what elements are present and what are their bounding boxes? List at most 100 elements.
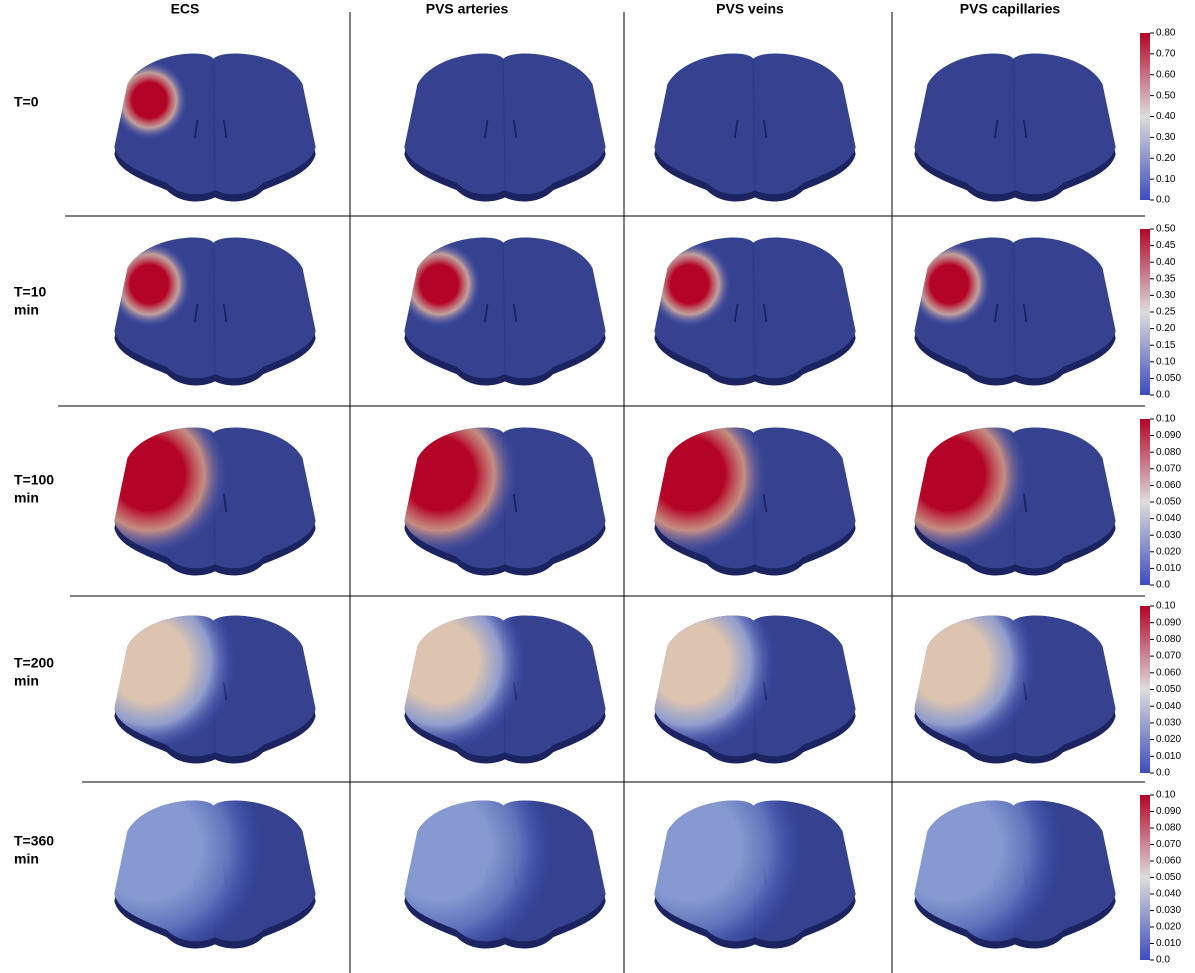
brain-panel <box>654 237 856 386</box>
colorbar-tick-label: 0.070 <box>1156 651 1181 662</box>
colorbar-tick-label: 0.50 <box>1156 90 1176 101</box>
brain-panel <box>114 800 316 949</box>
midline <box>212 242 216 375</box>
colorbar-tick-label: 0.10 <box>1156 414 1176 425</box>
colorbar-tick-label: 0.080 <box>1156 634 1181 645</box>
brain-panel <box>654 427 856 576</box>
ventricle <box>734 119 739 139</box>
colorbar <box>1140 795 1150 960</box>
ventricle <box>1022 119 1028 139</box>
brain-panel <box>914 237 1116 386</box>
brain-panel <box>114 427 316 576</box>
colorbar-tick-label: 0.20 <box>1156 323 1176 334</box>
midline <box>752 58 756 191</box>
colorbar-tick-label: 0.60 <box>1156 69 1176 80</box>
concentration-spot <box>404 800 554 942</box>
concentration-spot <box>404 615 527 753</box>
ventricle <box>734 303 739 323</box>
brain-panel <box>654 53 856 202</box>
concentration-spot <box>114 427 229 556</box>
colorbar-tick-label: 0.070 <box>1156 463 1181 474</box>
colorbar-tick-label: 0.0 <box>1156 390 1170 401</box>
row-label: T=0 <box>14 94 39 110</box>
colorbar-tick-label: 0.0 <box>1156 195 1170 206</box>
midline <box>752 242 756 375</box>
colorbar-tick-label: 0.090 <box>1156 430 1181 441</box>
brain-panel <box>654 800 856 949</box>
row-label: T=100 <box>14 472 54 488</box>
colorbar-tick-label: 0.080 <box>1156 823 1181 834</box>
concentration-spot <box>654 615 777 753</box>
brain-panel <box>914 427 1116 576</box>
colorbar-tick-label: 0.30 <box>1156 132 1176 143</box>
concentration-spot <box>114 615 237 753</box>
column-header: PVS veins <box>716 1 784 17</box>
colorbar-tick-label: 0.40 <box>1156 257 1176 268</box>
ventricle <box>484 119 489 139</box>
colorbar-tick-label: 0.030 <box>1156 530 1181 541</box>
brain-panel <box>404 53 606 202</box>
colorbar-tick-label: 0.40 <box>1156 111 1176 122</box>
colorbar-tick-label: 0.020 <box>1156 546 1181 557</box>
ventricle <box>484 303 489 323</box>
ventricle <box>222 119 228 139</box>
colorbar-tick-label: 0.050 <box>1156 497 1181 508</box>
colorbar <box>1140 606 1150 773</box>
ventricle <box>1022 303 1028 323</box>
colorbar-tick-label: 0.050 <box>1156 872 1181 883</box>
colorbar-tick-label: 0.060 <box>1156 856 1181 867</box>
concentration-spot <box>114 800 264 942</box>
colorbar-tick-label: 0.020 <box>1156 922 1181 933</box>
brain-panel <box>914 800 1116 949</box>
colorbar-tick-label: 0.010 <box>1156 751 1181 762</box>
concentration-spot <box>654 427 769 556</box>
ventricle <box>194 303 199 323</box>
midline <box>1012 242 1016 375</box>
colorbar-tick-label: 0.050 <box>1156 684 1181 695</box>
brain-panel <box>654 615 856 764</box>
colorbar-tick-label: 0.10 <box>1156 356 1176 367</box>
concentration-spot <box>114 60 188 140</box>
row-label: min <box>14 490 39 506</box>
concentration-spot <box>654 800 804 942</box>
colorbar-tick-label: 0.030 <box>1156 905 1181 916</box>
colorbar-tick-label: 0.70 <box>1156 49 1176 60</box>
concentration-spot <box>654 241 732 328</box>
colorbar-tick-label: 0.090 <box>1156 806 1181 817</box>
brain-panel <box>114 53 316 202</box>
concentration-spot <box>114 241 192 328</box>
colorbar <box>1140 33 1150 200</box>
colorbar <box>1140 229 1150 395</box>
ventricle <box>994 303 999 323</box>
colorbar-tick-label: 0.070 <box>1156 839 1181 850</box>
row-label: T=360 <box>14 833 54 849</box>
colorbar-tick-label: 0.35 <box>1156 273 1176 284</box>
colorbar-tick-label: 0.0 <box>1156 768 1170 779</box>
concentration-spot <box>914 800 1064 942</box>
colorbar-tick-label: 0.10 <box>1156 601 1176 612</box>
brain-panel <box>404 615 606 764</box>
brain-panel <box>404 427 606 576</box>
colorbar-tick-label: 0.060 <box>1156 667 1181 678</box>
midline <box>502 242 506 375</box>
concentration-spot <box>404 427 519 556</box>
column-header: ECS <box>171 1 200 17</box>
column-header: PVS capillaries <box>960 1 1061 17</box>
colorbar-tick-label: 0.080 <box>1156 447 1181 458</box>
colorbar-tick-label: 0.25 <box>1156 307 1176 318</box>
colorbar-tick-label: 0.060 <box>1156 480 1181 491</box>
brain-panel <box>914 53 1116 202</box>
midline <box>502 58 506 191</box>
ventricle <box>512 303 518 323</box>
ventricle <box>762 303 768 323</box>
colorbar-tick-label: 0.0 <box>1156 955 1170 966</box>
ventricle <box>194 119 199 139</box>
row-label: min <box>14 851 39 867</box>
midline <box>1012 58 1016 191</box>
ventricle <box>222 303 228 323</box>
colorbar-tick-label: 0.040 <box>1156 513 1181 524</box>
colorbar-tick-label: 0.040 <box>1156 889 1181 900</box>
brain-panel <box>914 615 1116 764</box>
row-label: T=10 <box>14 284 47 300</box>
colorbar-tick-label: 0.20 <box>1156 153 1176 164</box>
